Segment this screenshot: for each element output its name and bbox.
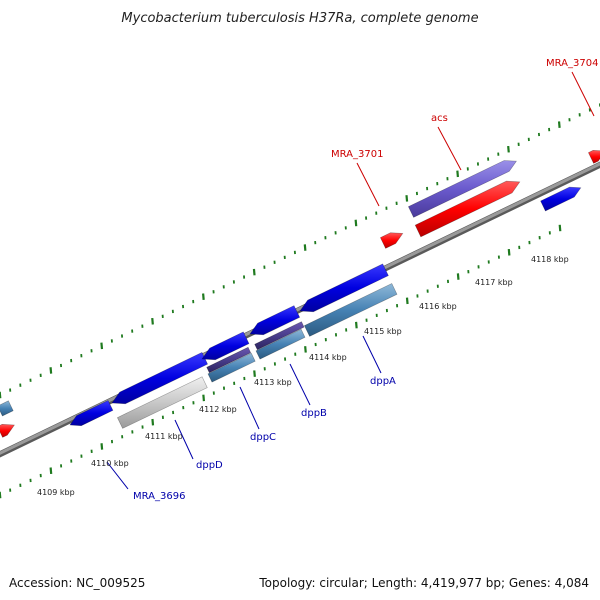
kbp-label-4113: 4113 kbp bbox=[254, 378, 292, 387]
gene-arrow-acs-red bbox=[414, 180, 521, 238]
inner-ring-tick bbox=[304, 346, 307, 353]
gene-label-mra3704[interactable]: MRA_3704 bbox=[546, 58, 598, 69]
outer-ring-tick bbox=[202, 293, 205, 300]
gene-track-steel-3 bbox=[303, 283, 398, 337]
gene-arrow-dppb bbox=[249, 305, 301, 336]
gene-arrow-acs bbox=[407, 160, 517, 218]
kbp-label-4109: 4109 kbp bbox=[37, 488, 75, 497]
inner-ring-tick bbox=[405, 297, 409, 305]
kbp-label-4117: 4117 kbp bbox=[475, 278, 513, 287]
outer-ring-tick bbox=[100, 342, 104, 350]
inner-ring-tick bbox=[151, 418, 155, 426]
map-title: Mycobacterium tuberculosis H37Ra, comple… bbox=[121, 11, 478, 26]
leader-dppb bbox=[289, 363, 311, 406]
gene-arrow-mra3704 bbox=[588, 149, 600, 164]
outer-tick-ring bbox=[0, 103, 600, 399]
gene-arrow-dppc bbox=[201, 331, 250, 361]
kbp-label-4116: 4116 kbp bbox=[419, 302, 457, 311]
label-leader-lines bbox=[106, 71, 595, 490]
topology-summary-text: Topology: circular; Length: 4,419,977 bp… bbox=[259, 576, 589, 590]
kbp-label-4114: 4114 kbp bbox=[309, 353, 347, 362]
gene-arrow-dppd bbox=[111, 351, 208, 405]
gene-label-mra3696[interactable]: MRA_3696 bbox=[133, 491, 185, 502]
gene-arrow-mra3696 bbox=[69, 400, 114, 427]
leader-mra3704 bbox=[571, 71, 595, 117]
kbp-tick-labels: 4109 kbp 4110 kbp 4111 kbp 4112 kbp 4113… bbox=[37, 255, 569, 497]
gene-label-dppd[interactable]: dppD bbox=[196, 460, 223, 471]
inner-ring-tick bbox=[558, 224, 562, 232]
leader-dppa bbox=[362, 335, 382, 374]
inner-ring-tick bbox=[507, 248, 511, 256]
gene-label-dppb[interactable]: dppB bbox=[301, 408, 327, 419]
kbp-label-4118: 4118 kbp bbox=[531, 255, 569, 264]
inner-tick-ring bbox=[0, 224, 562, 499]
inner-ring-tick bbox=[253, 370, 256, 377]
outer-ring-tick bbox=[557, 121, 561, 128]
accession-text: Accession: NC_009525 bbox=[9, 576, 146, 590]
gene-label-mra3701[interactable]: MRA_3701 bbox=[331, 149, 383, 160]
gene-label-dppc[interactable]: dppC bbox=[250, 432, 276, 443]
kbp-label-4115: 4115 kbp bbox=[364, 327, 402, 336]
leader-acs bbox=[437, 126, 462, 171]
gene-arrow-mra3701 bbox=[379, 232, 404, 249]
kbp-label-4111: 4111 kbp bbox=[145, 432, 183, 441]
gene-label-dppa[interactable]: dppA bbox=[370, 376, 396, 387]
outer-ring-tick bbox=[507, 145, 510, 153]
outer-ring-tick bbox=[354, 219, 358, 227]
inner-ring-tick bbox=[100, 443, 104, 450]
kbp-label-4112: 4112 kbp bbox=[199, 405, 237, 414]
gene-track-grey bbox=[116, 376, 208, 429]
gene-arrow-left-edge-steel bbox=[0, 400, 14, 417]
inner-ring-tick bbox=[202, 394, 206, 402]
kbp-label-4110: 4110 kbp bbox=[91, 459, 129, 468]
inner-ring-tick bbox=[456, 273, 460, 280]
gene-track-steel-1 bbox=[207, 352, 256, 383]
leader-dppd bbox=[174, 419, 194, 460]
inner-ring-tick bbox=[354, 321, 358, 329]
outer-ring-tick bbox=[252, 268, 256, 276]
leader-dppc bbox=[239, 386, 260, 430]
leader-mra3696 bbox=[106, 461, 129, 490]
gene-label-acs[interactable]: acs bbox=[431, 113, 448, 124]
outer-ring-tick bbox=[151, 317, 154, 325]
leader-mra3701 bbox=[356, 162, 380, 207]
outer-ring-tick bbox=[405, 195, 409, 202]
gene-track-purple-1 bbox=[206, 346, 252, 374]
gene-labels: MRA_3696 dppD dppC dppB dppA MRA_3701 ac… bbox=[133, 58, 598, 502]
outer-ring-tick bbox=[49, 367, 53, 374]
gene-track-purple-2 bbox=[254, 321, 305, 351]
outer-ring-tick bbox=[303, 244, 307, 251]
gene-track-steel-2 bbox=[255, 328, 306, 360]
outer-ring-tick bbox=[456, 170, 460, 178]
gene-arrow-right-blue bbox=[540, 186, 582, 212]
gene-arrow-dppa bbox=[299, 263, 389, 313]
inner-ring-tick bbox=[49, 467, 53, 475]
gene-features bbox=[0, 149, 600, 438]
gene-arrow-left-edge-red bbox=[0, 423, 15, 438]
